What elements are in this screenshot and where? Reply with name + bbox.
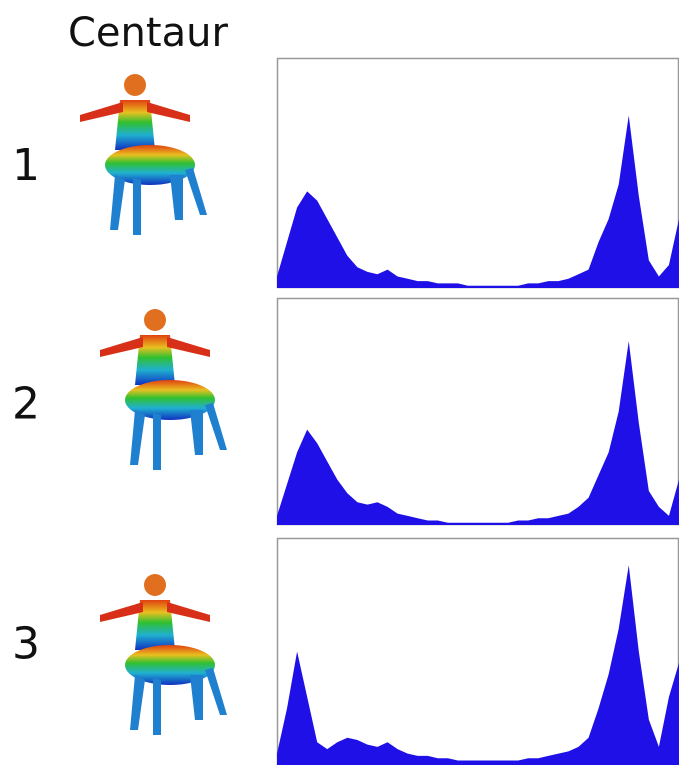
figure: Centaur 1 2 3 [0, 0, 679, 765]
row-label: 3 [12, 619, 40, 670]
centaur-image [80, 74, 207, 235]
centaur-image [100, 309, 227, 470]
row-label: 2 [12, 379, 40, 430]
row-label: 1 [12, 140, 40, 191]
centaur-image [100, 574, 227, 735]
page: Centaur 123 (() => { const data = JSON.p… [0, 0, 679, 765]
figure-title: Centaur [68, 10, 228, 56]
